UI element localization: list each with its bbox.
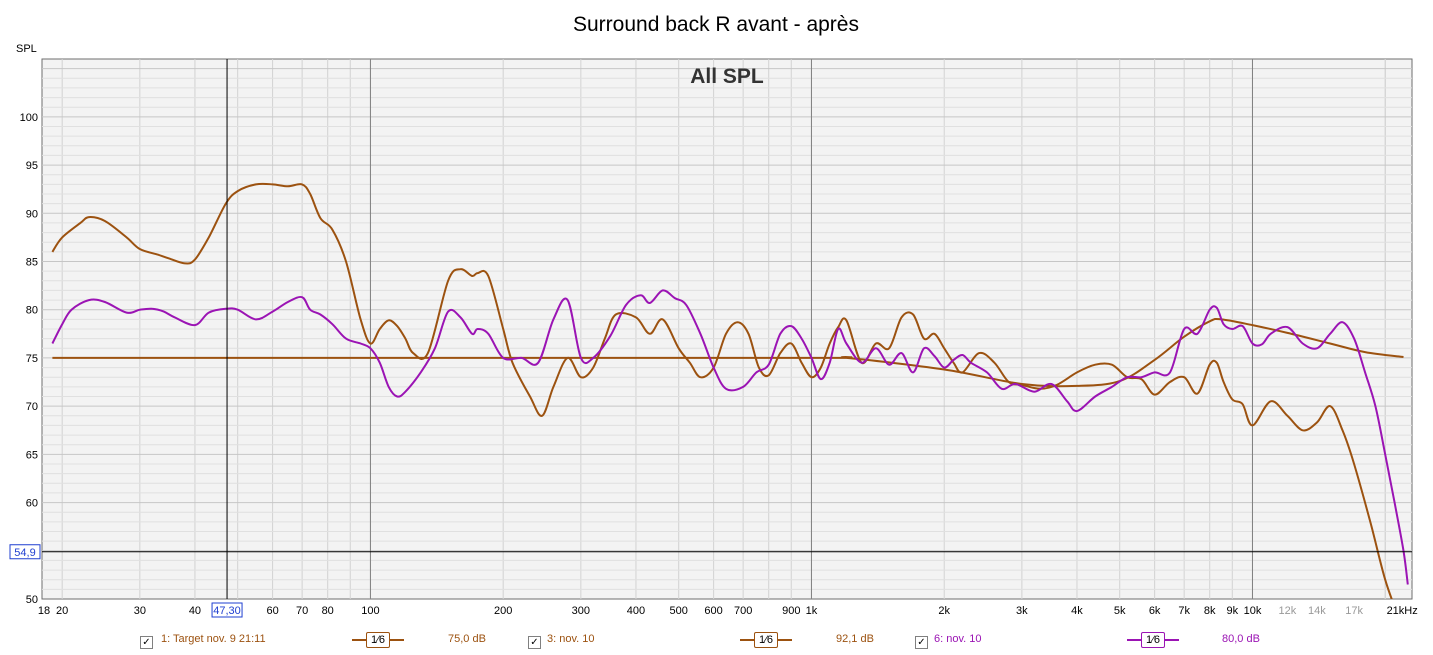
frequency-response-chart: Surround back R avant - après SPL 505560… (9, 13, 1418, 618)
series-1-level: 75,0 dB (448, 633, 486, 645)
series-3-level: 92,1 dB (836, 633, 874, 645)
x-tick-label: 17k (1345, 605, 1363, 617)
y-tick-label: 90 (26, 208, 38, 220)
major-gridlines (369, 59, 1253, 599)
cursor-x-readout-box (211, 602, 243, 618)
x-tick-label: 600 (704, 605, 722, 617)
series-layer (51, 182, 1409, 599)
x-tick-label: 500 (670, 605, 688, 617)
series-6-checkbox[interactable]: ✓ (915, 636, 928, 649)
x-tick-label: 900 (782, 605, 800, 617)
x-tick-label: 200 (494, 605, 512, 617)
series-3-smoothing-label: 1⁄6 (754, 632, 778, 648)
x-tick-label: 40 (189, 605, 201, 617)
y-tick-label: 95 (26, 160, 38, 172)
y-tick-label: 75 (26, 353, 38, 365)
x-tick-label: 18 (38, 605, 50, 617)
y-tick-label: 60 (26, 498, 38, 510)
series-6-name: 6: nov. 10 (934, 633, 982, 645)
x-tick-label: 12k (1279, 605, 1297, 617)
x-tick-label: 5k (1114, 605, 1126, 617)
x-tick-label: 20 (56, 605, 68, 617)
x-tick-label: 2k (938, 605, 950, 617)
y-axis-label: SPL (16, 43, 37, 55)
y-axis: 50556065707580859095100 (20, 112, 38, 606)
x-tick-label: 21kHz (1387, 605, 1418, 617)
y-tick-label: 50 (26, 594, 38, 606)
y-tick-label: 85 (26, 257, 38, 269)
x-tick-label: 8k (1204, 605, 1216, 617)
x-tick-label: 100 (361, 605, 379, 617)
y-tick-label: 70 (26, 401, 38, 413)
x-tick-label: 400 (627, 605, 645, 617)
series-1-smoothing-label: 1⁄6 (366, 632, 390, 648)
x-tick-label: 30 (134, 605, 146, 617)
x-tick-label: 10k (1244, 605, 1262, 617)
cursor-x-readout: 47,30 (213, 605, 241, 617)
x-tick-label: 60 (266, 605, 278, 617)
series-3-checkbox[interactable]: ✓ (528, 636, 541, 649)
legend: ✓ 1: Target nov. 9 21:11 1⁄6 75,0 dB ✓ 3… (0, 628, 1433, 652)
x-axis: 18 20 30 40 60 70 80 100 200 300 400 500 600 700 900 1k… (38, 605, 1418, 617)
chart-annotation: All SPL (690, 65, 764, 88)
x-tick-label: 14k (1308, 605, 1326, 617)
cursor-y-readout: 54,9 (14, 547, 35, 559)
x-tick-label: 6k (1149, 605, 1161, 617)
minor-gridlines (42, 59, 1412, 599)
series-6-smoothing[interactable]: 1⁄6 (1127, 632, 1179, 648)
cursor-y-readout-box (9, 544, 41, 560)
series-3-smoothing[interactable]: 1⁄6 (740, 632, 792, 648)
series-1-name: 1: Target nov. 9 21:11 (161, 633, 266, 645)
x-tick-label: 9k (1226, 605, 1238, 617)
series-3-line (51, 182, 1393, 599)
cursor[interactable]: 47,30 54,9 (9, 59, 1412, 618)
series-1-smoothing[interactable]: 1⁄6 (352, 632, 404, 648)
x-tick-label: 7k (1178, 605, 1190, 617)
x-tick-label: 80 (322, 605, 334, 617)
x-tick-label: 700 (734, 605, 752, 617)
chart-title: Surround back R avant - après (573, 13, 859, 36)
x-tick-label: 300 (572, 605, 590, 617)
x-tick-label: 1k (806, 605, 818, 617)
x-tick-label: 3k (1016, 605, 1028, 617)
x-tick-label: 70 (296, 605, 308, 617)
series-6-level: 80,0 dB (1222, 633, 1260, 645)
y-tick-label: 80 (26, 305, 38, 317)
y-tick-label: 100 (20, 112, 38, 124)
series-target-line (52, 317, 1404, 388)
y-tick-label: 65 (26, 449, 38, 461)
series-6-line (51, 289, 1409, 585)
series-6-smoothing-label: 1⁄6 (1141, 632, 1165, 648)
x-tick-label: 4k (1071, 605, 1083, 617)
series-1-checkbox[interactable]: ✓ (140, 636, 153, 649)
series-3-name: 3: nov. 10 (547, 633, 595, 645)
